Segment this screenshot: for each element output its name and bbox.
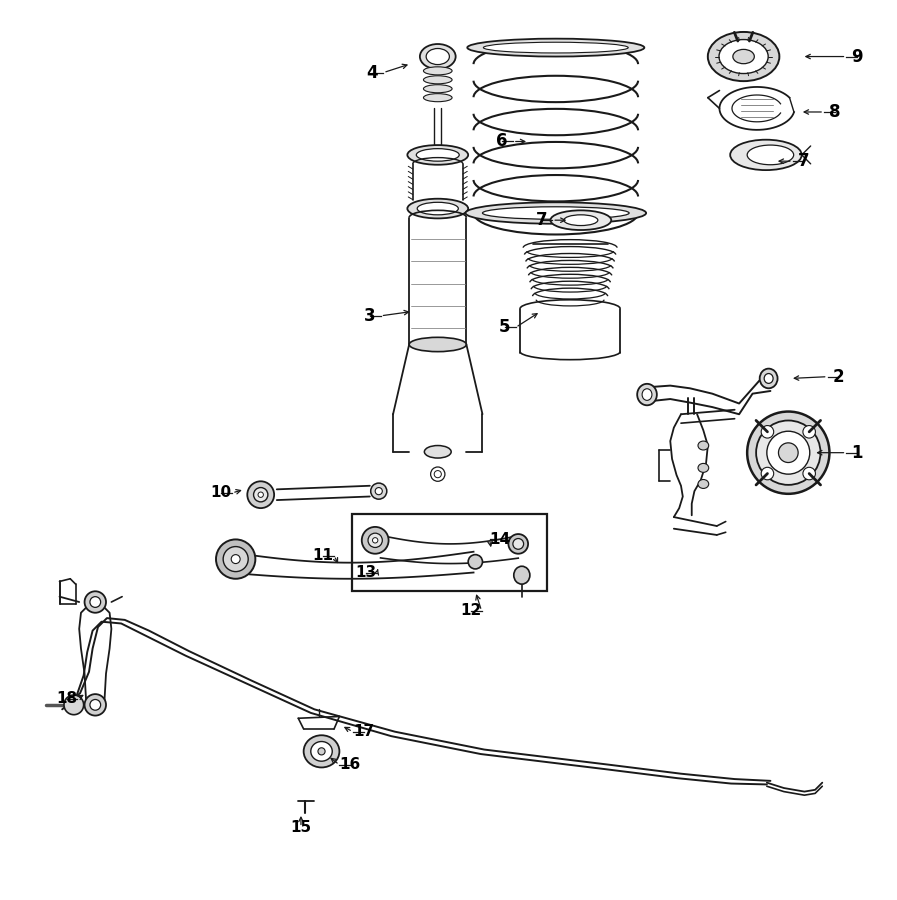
Ellipse shape	[423, 76, 452, 84]
Ellipse shape	[231, 554, 240, 563]
Text: 1: 1	[851, 444, 863, 462]
Ellipse shape	[760, 369, 778, 388]
Ellipse shape	[424, 446, 451, 458]
Ellipse shape	[698, 441, 709, 450]
Text: 10: 10	[211, 485, 232, 500]
Ellipse shape	[767, 431, 810, 474]
Ellipse shape	[368, 533, 382, 547]
Ellipse shape	[258, 492, 264, 498]
Ellipse shape	[466, 202, 646, 224]
Ellipse shape	[762, 467, 774, 480]
Text: 6: 6	[496, 132, 508, 150]
Ellipse shape	[90, 597, 100, 608]
Ellipse shape	[747, 145, 794, 165]
Text: 13: 13	[356, 565, 377, 580]
Ellipse shape	[254, 488, 268, 502]
Ellipse shape	[509, 534, 528, 554]
Ellipse shape	[779, 443, 798, 463]
Ellipse shape	[90, 699, 100, 710]
Ellipse shape	[762, 426, 774, 438]
Ellipse shape	[64, 695, 83, 715]
Ellipse shape	[551, 211, 611, 230]
Ellipse shape	[434, 471, 441, 478]
Ellipse shape	[431, 467, 445, 482]
Text: 15: 15	[291, 820, 311, 835]
Text: 2: 2	[832, 368, 844, 386]
Ellipse shape	[747, 411, 830, 494]
Ellipse shape	[423, 85, 452, 93]
Ellipse shape	[730, 140, 802, 170]
Text: 8: 8	[829, 103, 840, 121]
Ellipse shape	[216, 539, 256, 579]
Ellipse shape	[248, 482, 274, 508]
Ellipse shape	[756, 420, 821, 485]
Ellipse shape	[423, 67, 452, 75]
Text: 17: 17	[353, 724, 374, 739]
Ellipse shape	[708, 32, 779, 81]
Ellipse shape	[84, 694, 106, 716]
Ellipse shape	[426, 49, 449, 65]
Text: 3: 3	[364, 307, 376, 325]
Ellipse shape	[223, 546, 248, 572]
Ellipse shape	[361, 526, 388, 554]
Ellipse shape	[84, 591, 106, 613]
Ellipse shape	[637, 383, 657, 405]
Ellipse shape	[642, 389, 652, 400]
Text: 11: 11	[313, 548, 334, 563]
Ellipse shape	[318, 748, 325, 755]
Text: 16: 16	[339, 757, 361, 772]
Ellipse shape	[407, 199, 468, 219]
Text: 5: 5	[499, 319, 510, 337]
Ellipse shape	[304, 735, 339, 768]
Ellipse shape	[420, 44, 456, 69]
Ellipse shape	[310, 742, 332, 761]
Ellipse shape	[372, 537, 378, 543]
Ellipse shape	[407, 145, 468, 165]
Ellipse shape	[467, 39, 644, 57]
Ellipse shape	[733, 50, 754, 64]
Ellipse shape	[483, 42, 628, 53]
Ellipse shape	[514, 566, 530, 584]
Ellipse shape	[416, 148, 459, 161]
Ellipse shape	[417, 202, 458, 215]
Text: 7: 7	[797, 152, 809, 170]
Ellipse shape	[698, 480, 709, 489]
Ellipse shape	[370, 483, 387, 500]
Text: 4: 4	[367, 64, 379, 82]
Ellipse shape	[698, 464, 709, 472]
Ellipse shape	[764, 374, 773, 383]
Ellipse shape	[803, 426, 815, 438]
Ellipse shape	[483, 207, 629, 220]
Text: 12: 12	[460, 604, 482, 618]
Bar	[352, 515, 547, 591]
Ellipse shape	[468, 554, 483, 569]
Text: 7: 7	[536, 212, 547, 230]
Text: 9: 9	[851, 48, 863, 66]
Ellipse shape	[409, 338, 466, 352]
Ellipse shape	[375, 488, 382, 495]
Ellipse shape	[423, 94, 452, 102]
Ellipse shape	[513, 538, 524, 549]
Ellipse shape	[803, 467, 815, 480]
Text: 18: 18	[57, 691, 77, 707]
Ellipse shape	[719, 40, 768, 74]
Text: 14: 14	[490, 532, 511, 547]
Ellipse shape	[564, 215, 597, 226]
